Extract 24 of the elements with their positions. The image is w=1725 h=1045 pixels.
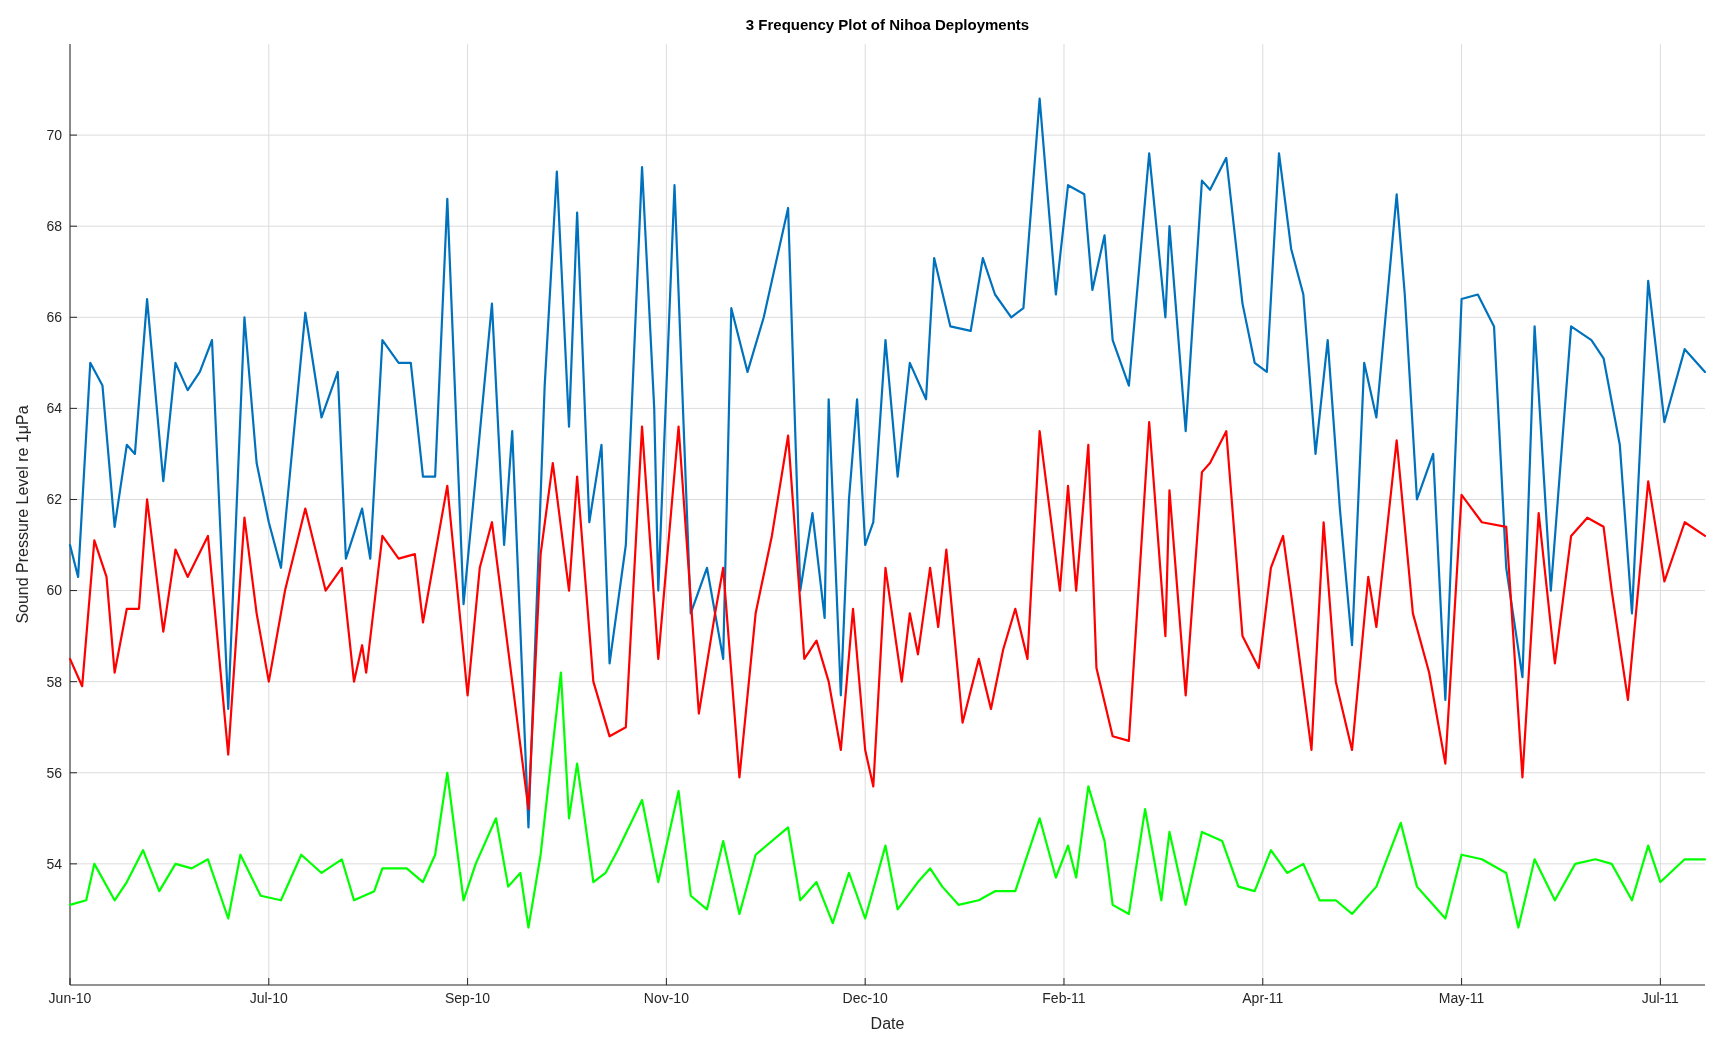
y-tick-label: 54 (46, 855, 63, 872)
y-tick-label: 60 (46, 582, 63, 599)
y-axis-title: Sound Pressure Level re 1μPa (14, 405, 31, 624)
line-series (68, 671, 1707, 929)
line-series (68, 97, 1707, 829)
x-tick-label: Sep-10 (445, 990, 491, 1006)
x-tick-label: Dec-10 (842, 990, 888, 1006)
y-tick-label: 70 (46, 126, 63, 143)
x-axis-title: Date (870, 1015, 905, 1032)
line-series (68, 420, 1707, 811)
x-tick-label: Jun-10 (48, 990, 92, 1006)
y-tick-label: 66 (46, 309, 63, 326)
y-tick-label: 64 (46, 400, 63, 417)
y-tick-label: 58 (46, 673, 63, 690)
y-tick-label: 68 (46, 218, 63, 235)
x-tick-label: Jul-11 (1641, 990, 1680, 1006)
x-tick-label: May-11 (1438, 990, 1485, 1006)
x-tick-label: Apr-11 (1242, 990, 1284, 1006)
y-tick-label: 56 (46, 764, 63, 781)
chart-title: 3 Frequency Plot of Nihoa Deployments (745, 16, 1030, 33)
x-tick-label: Feb-11 (1042, 990, 1086, 1006)
x-tick-label: Nov-10 (643, 990, 690, 1006)
y-tick-label: 62 (46, 491, 63, 508)
x-tick-label: Jul-10 (249, 990, 289, 1006)
